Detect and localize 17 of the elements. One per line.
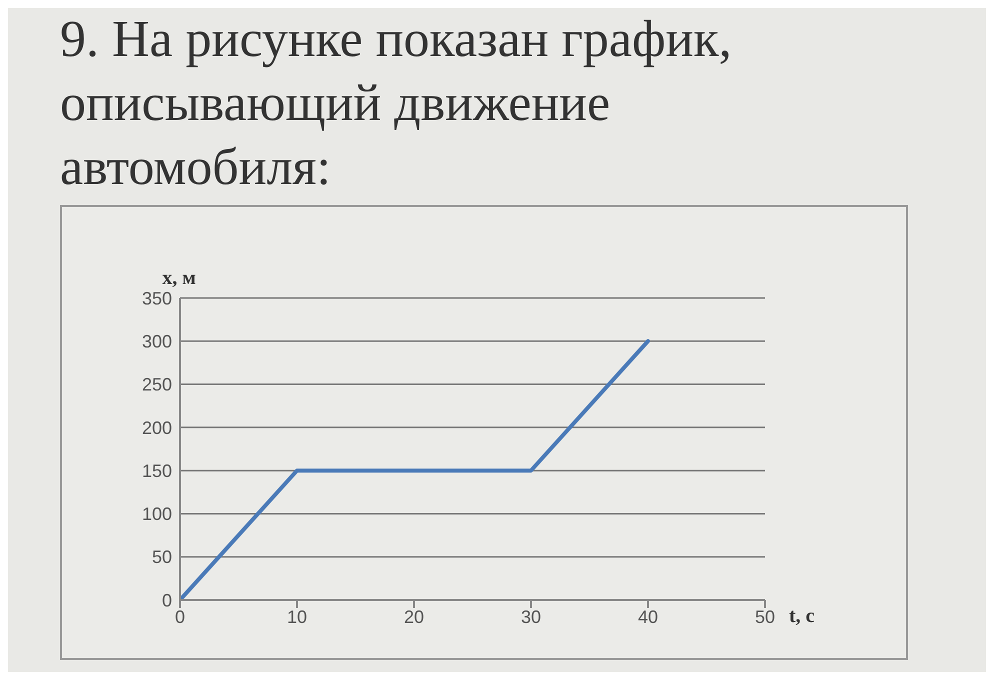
y-tick-label: 50 — [152, 547, 172, 568]
x-tick-label: 10 — [286, 606, 308, 627]
chart-title: 9. На рисунке показан график, описывающий движение автомобиля: — [60, 10, 733, 198]
y-tick-label: 100 — [142, 504, 172, 524]
y-tick-label: 250 — [142, 374, 172, 395]
y-tick-label: 300 — [142, 332, 172, 352]
y-tick-label: 0 — [162, 590, 172, 610]
x-tick-label: 50 — [754, 606, 776, 627]
y-axis-title: x, м — [162, 267, 196, 289]
y-tick-label: 200 — [142, 418, 172, 438]
y-tick-label: 350 — [142, 288, 172, 308]
x-tick-label: 20 — [404, 606, 424, 627]
x-axis-title: t, с — [789, 605, 815, 628]
y-tick-label: 150 — [142, 460, 172, 481]
x-tick-label: 40 — [638, 606, 658, 627]
x-tick-label: 0 — [174, 606, 186, 627]
x-tick-label: 30 — [520, 606, 542, 627]
